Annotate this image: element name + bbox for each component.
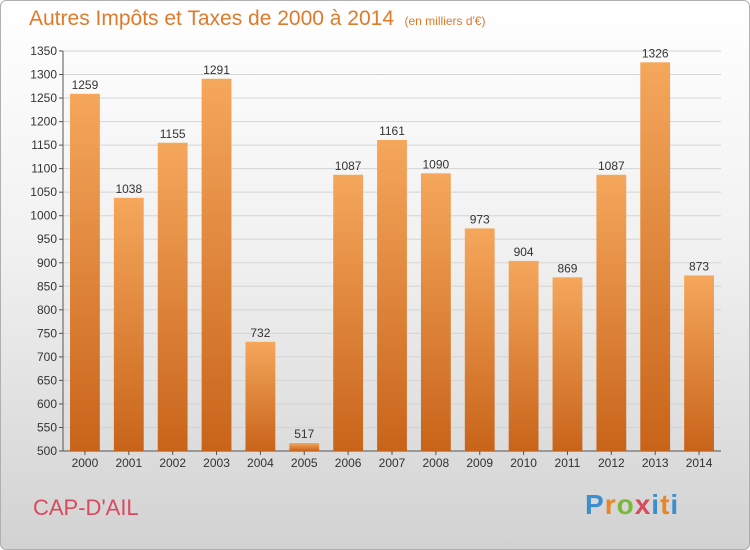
bar-value-label: 1326 [642, 46, 669, 60]
bar-2008 [420, 173, 451, 451]
x-tick-label: 2005 [291, 456, 318, 470]
x-tick-label: 2012 [598, 456, 625, 470]
bar-value-label: 1291 [203, 63, 230, 77]
x-tick-label: 2001 [115, 456, 142, 470]
bar-value-label: 869 [557, 261, 577, 275]
brand-letter: i [670, 489, 680, 520]
bar-2002 [157, 142, 188, 451]
y-tick-label: 550 [37, 420, 57, 434]
bar-value-label: 904 [514, 245, 534, 259]
x-tick-label: 2011 [555, 456, 581, 470]
bar-value-label: 973 [470, 212, 490, 226]
brand-letter: r [604, 489, 617, 520]
x-tick-label: 2013 [642, 456, 669, 470]
y-tick-label: 1300 [30, 68, 57, 82]
brand-letter: P [585, 489, 605, 520]
y-tick-label: 1150 [31, 138, 57, 152]
x-tick-label: 2008 [423, 456, 450, 470]
y-tick-label: 950 [37, 232, 57, 246]
bars [70, 62, 714, 452]
x-tick-label: 2004 [247, 456, 274, 470]
bar-2000 [70, 93, 100, 451]
bar-2003 [201, 78, 232, 451]
bar-value-label: 1087 [598, 159, 625, 173]
bar-2007 [377, 139, 407, 452]
y-tick-label: 1250 [30, 91, 57, 105]
brand-letter: o [616, 489, 635, 520]
y-tick-label: 750 [37, 326, 57, 340]
bar-value-label: 873 [689, 259, 709, 273]
chart-unit: (en milliers d'€) [404, 14, 486, 28]
bar-value-label: 732 [250, 326, 270, 340]
bar-value-label: 1087 [335, 159, 362, 173]
labels: 500 550 600 650 700 750 800 850 900 950 1000 1050 11… [30, 44, 712, 470]
x-tick-label: 2003 [203, 456, 230, 470]
bar-2001 [113, 197, 144, 451]
bar-value-label: 517 [294, 427, 314, 441]
bar-value-label: 1090 [423, 157, 450, 171]
y-tick-label: 700 [37, 350, 57, 364]
x-tick-label: 2002 [159, 456, 186, 470]
y-tick-label: 1050 [30, 185, 57, 199]
chart-title: Autres Impôts et Taxes de 2000 à 2014 [29, 7, 395, 30]
bar-value-label: 1155 [160, 127, 186, 141]
y-tick-label: 900 [37, 256, 57, 270]
bar-2011 [552, 277, 583, 451]
y-tick-label: 650 [37, 373, 57, 387]
brand-letter: x [634, 489, 652, 520]
bar-2013 [640, 62, 671, 451]
bar-value-label: 1259 [72, 78, 99, 92]
bar-value-label: 1161 [379, 124, 405, 138]
brand-letter: t [660, 489, 671, 520]
y-tick-label: 1100 [31, 162, 57, 176]
x-tick-label: 2007 [379, 456, 406, 470]
title-row: Autres Impôts et Taxes de 2000 à 2014 (e… [29, 7, 485, 31]
x-tick-label: 2000 [72, 456, 99, 470]
bar-2004 [245, 341, 276, 451]
brand-letter: i [651, 489, 661, 520]
y-tick-label: 1200 [30, 115, 57, 129]
bar-2010 [508, 260, 539, 451]
y-tick-label: 600 [37, 397, 57, 411]
bar-2005 [289, 443, 320, 451]
y-tick-label: 500 [37, 444, 57, 458]
x-tick-label: 2014 [686, 456, 713, 470]
x-tick-label: 2010 [510, 456, 537, 470]
location-name: CAP-D'AIL [33, 495, 139, 520]
y-tick-label: 1000 [30, 209, 57, 223]
bar-2006 [333, 174, 364, 451]
bar-2009 [464, 228, 495, 451]
y-tick-label: 850 [37, 279, 57, 293]
bar-2014 [684, 275, 714, 451]
bar-value-label: 1038 [115, 182, 142, 196]
bar-2012 [596, 174, 627, 451]
y-tick-label: 800 [37, 303, 57, 317]
y-tick-label: 1350 [30, 44, 57, 58]
brand-logo: Proxiti [585, 489, 679, 521]
x-tick-label: 2006 [335, 456, 362, 470]
x-tick-label: 2009 [466, 456, 493, 470]
